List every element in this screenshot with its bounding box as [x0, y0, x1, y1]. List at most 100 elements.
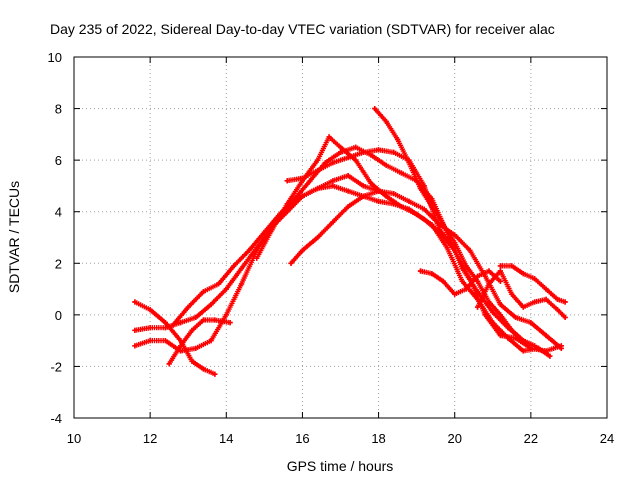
data-point: [398, 170, 405, 176]
data-point: [345, 188, 351, 194]
data-point: [330, 219, 336, 225]
series-arc-8: [372, 105, 538, 349]
axis-ticks: [73, 56, 608, 419]
data-point: [189, 327, 195, 333]
data-point: [212, 371, 218, 377]
data-point: [208, 301, 214, 308]
data-point: [474, 304, 481, 310]
x-axis-label: GPS time / hours: [287, 458, 394, 474]
series-arc-10: [417, 268, 503, 297]
data-point: [474, 273, 481, 279]
data-point: [520, 338, 526, 344]
data-point: [467, 247, 473, 253]
data-point: [398, 203, 405, 210]
data-point: [520, 271, 526, 277]
data-point: [147, 338, 153, 344]
data-point: [132, 327, 138, 333]
data-point: [459, 278, 465, 284]
data-point: [421, 183, 427, 189]
data-point: [459, 265, 465, 272]
y-tick-label: 10: [48, 50, 62, 65]
data-point: [246, 247, 252, 253]
data-point: [463, 263, 469, 269]
y-tick-label: 6: [55, 153, 62, 168]
series-arc-4: [166, 317, 233, 367]
data-point: [132, 299, 138, 305]
data-point: [307, 178, 313, 184]
series-arc-12: [474, 268, 568, 321]
data-point: [315, 167, 321, 174]
data-point: [368, 180, 374, 186]
data-point: [497, 332, 503, 339]
data-point: [132, 343, 138, 349]
data-point: [421, 206, 427, 212]
data-point: [429, 196, 435, 202]
data-point: [193, 314, 199, 321]
data-point: [474, 289, 481, 295]
data-point: [162, 319, 168, 326]
data-point: [299, 193, 306, 199]
data-point: [452, 291, 458, 297]
data-point: [284, 178, 290, 184]
data-point: [547, 353, 553, 359]
plot-frame: [73, 56, 608, 419]
data-point: [162, 338, 168, 344]
data-point: [486, 281, 492, 287]
data-point: [391, 191, 397, 197]
data-point: [284, 209, 290, 215]
data-point: [509, 291, 515, 297]
data-point: [520, 348, 526, 354]
data-point: [375, 147, 382, 153]
data-point: [231, 263, 237, 269]
data-point: [315, 157, 321, 163]
data-point: [513, 314, 519, 321]
x-tick-label: 22: [524, 431, 538, 446]
data-point: [353, 157, 359, 163]
data-point: [543, 332, 549, 339]
data-point: [509, 263, 515, 269]
data-point: [223, 312, 229, 318]
data-point: [406, 198, 412, 204]
data-point: [543, 296, 549, 302]
data-point: [535, 345, 542, 351]
data-point: [360, 183, 366, 189]
data-point: [147, 307, 153, 313]
data-point: [345, 173, 351, 179]
y-tick-label: -2: [50, 359, 62, 374]
data-point: [223, 286, 229, 292]
data-point: [337, 144, 344, 150]
data-point: [288, 260, 294, 266]
data-point: [299, 178, 306, 184]
data-point: [254, 255, 260, 261]
data-point: [345, 203, 351, 210]
x-tick-label: 12: [143, 431, 157, 446]
x-tick-label: 14: [219, 431, 233, 446]
data-point: [505, 335, 511, 341]
data-point: [395, 136, 401, 143]
data-point: [178, 343, 184, 349]
data-point: [528, 319, 534, 326]
data-point: [497, 301, 503, 308]
y-axis-label: SDTVAR / TECUs: [6, 181, 22, 293]
data-point: [353, 144, 359, 150]
data-point: [315, 234, 321, 241]
data-point: [558, 345, 564, 351]
data-point: [417, 268, 424, 274]
data-point: [554, 296, 561, 302]
data-point: [440, 278, 446, 284]
data-point: [238, 281, 245, 287]
data-point: [375, 188, 382, 194]
data-point: [284, 201, 290, 207]
data-point: [360, 193, 366, 199]
data-point: [326, 134, 332, 140]
data-point: [178, 319, 184, 326]
data-point: [200, 289, 207, 295]
data-point: [406, 160, 412, 166]
data-point: [490, 309, 496, 315]
data-point: [486, 268, 492, 274]
y-tick-label: -4: [50, 411, 62, 426]
data-point: [391, 149, 397, 156]
data-point: [452, 232, 458, 238]
data-point: [383, 118, 389, 125]
